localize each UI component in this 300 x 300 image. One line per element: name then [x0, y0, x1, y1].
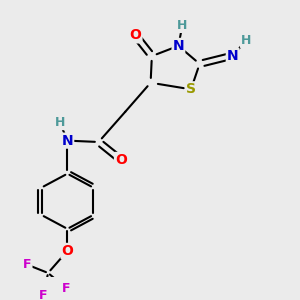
- Text: O: O: [115, 153, 127, 167]
- Text: S: S: [186, 82, 196, 96]
- Text: F: F: [23, 258, 32, 271]
- Text: H: H: [177, 19, 188, 32]
- Text: F: F: [62, 282, 70, 295]
- Text: N: N: [172, 39, 184, 53]
- Text: O: O: [61, 244, 73, 258]
- Text: O: O: [130, 28, 142, 42]
- Text: N: N: [227, 49, 239, 63]
- Text: N: N: [61, 134, 73, 148]
- Text: H: H: [55, 116, 65, 129]
- Text: F: F: [39, 289, 48, 300]
- Text: H: H: [241, 34, 251, 47]
